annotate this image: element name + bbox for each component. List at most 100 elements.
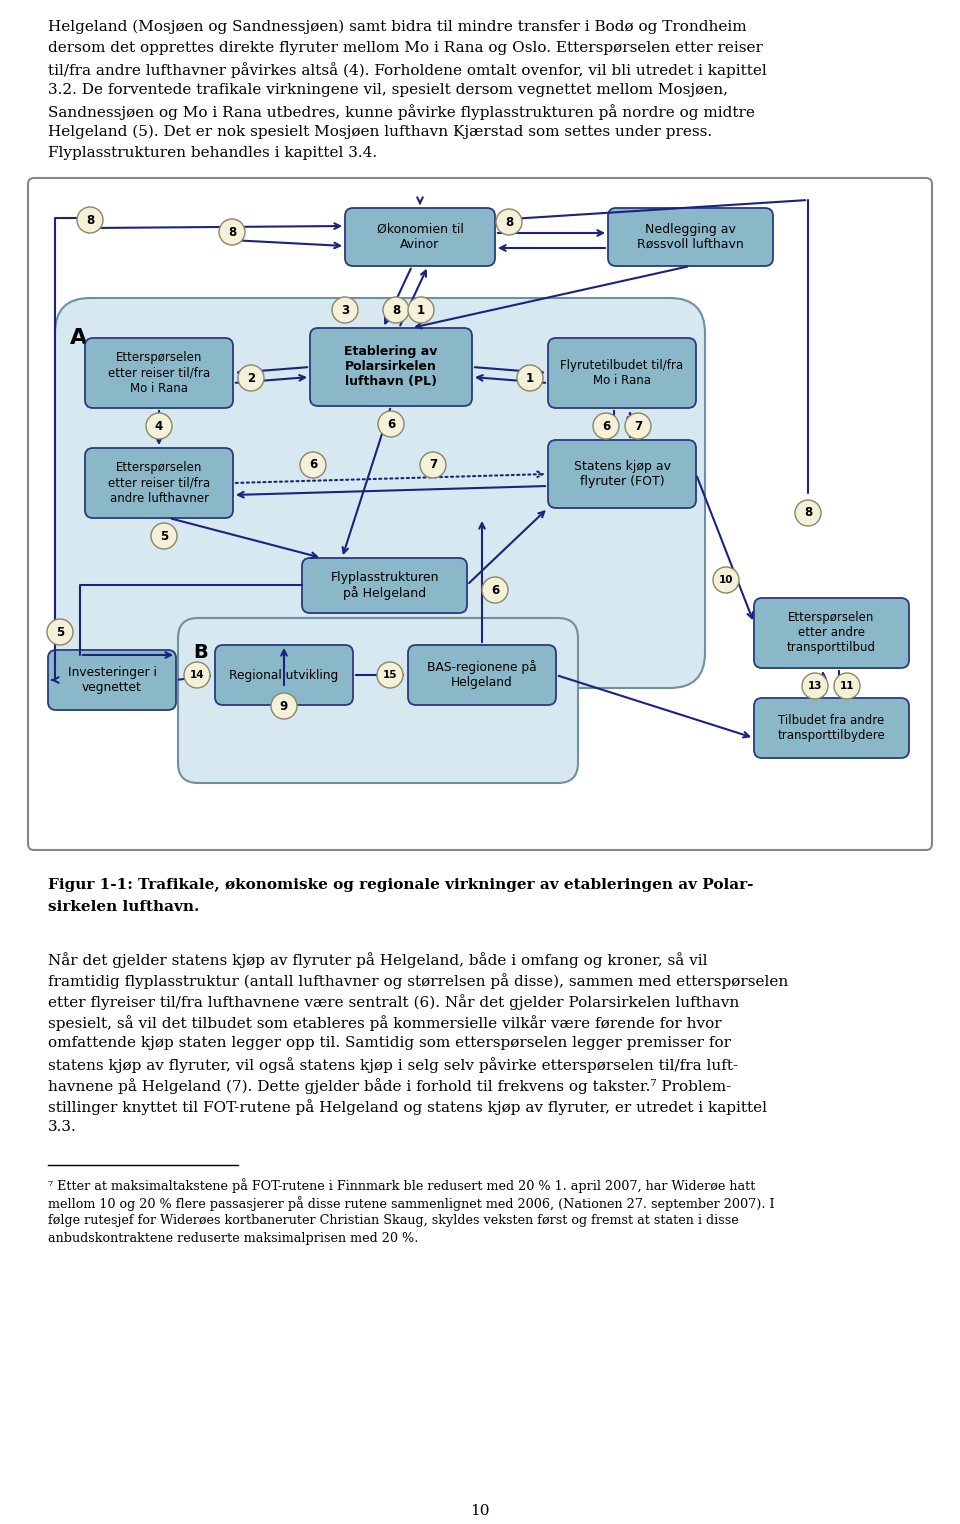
Circle shape bbox=[420, 453, 446, 479]
Text: BAS-regionene på
Helgeland: BAS-regionene på Helgeland bbox=[427, 660, 537, 689]
Text: 15: 15 bbox=[383, 671, 397, 680]
Text: Figur 1-1: Trafikale, økonomiske og regionale virkninger av etableringen av Pola: Figur 1-1: Trafikale, økonomiske og regi… bbox=[48, 878, 754, 892]
FancyBboxPatch shape bbox=[85, 338, 233, 408]
Text: 1: 1 bbox=[526, 372, 534, 384]
Text: framtidig flyplasstruktur (antall lufthavner og størrelsen på disse), sammen med: framtidig flyplasstruktur (antall luftha… bbox=[48, 972, 788, 989]
Text: 14: 14 bbox=[190, 671, 204, 680]
Text: Flyplasstrukturen behandles i kapittel 3.4.: Flyplasstrukturen behandles i kapittel 3… bbox=[48, 146, 377, 160]
Text: omfattende kjøp staten legger opp til. Samtidig som etterspørselen legger premis: omfattende kjøp staten legger opp til. S… bbox=[48, 1036, 731, 1050]
Text: stillinger knyttet til FOT-rutene på Helgeland og statens kjøp av flyruter, er u: stillinger knyttet til FOT-rutene på Hel… bbox=[48, 1099, 767, 1116]
FancyBboxPatch shape bbox=[548, 338, 696, 408]
Circle shape bbox=[77, 207, 103, 233]
Text: til/fra andre lufthavner påvirkes altså (4). Forholdene omtalt ovenfor, vil bli : til/fra andre lufthavner påvirkes altså … bbox=[48, 62, 767, 78]
Text: sirkelen lufthavn.: sirkelen lufthavn. bbox=[48, 901, 200, 914]
Circle shape bbox=[625, 413, 651, 439]
Text: 8: 8 bbox=[804, 506, 812, 520]
FancyBboxPatch shape bbox=[310, 328, 472, 405]
Text: følge rutesjef for Widerøes kortbaneruter Christian Skaug, skyldes veksten først: følge rutesjef for Widerøes kortbanerute… bbox=[48, 1215, 739, 1227]
Text: Flyplasstrukturen
på Helgeland: Flyplasstrukturen på Helgeland bbox=[330, 572, 439, 600]
Circle shape bbox=[802, 674, 828, 700]
Text: spesielt, så vil det tilbudet som etableres på kommersielle vilkår være førende : spesielt, så vil det tilbudet som etable… bbox=[48, 1015, 722, 1030]
FancyBboxPatch shape bbox=[408, 645, 556, 706]
Text: 10: 10 bbox=[470, 1504, 490, 1518]
Text: Investeringer i
vegnettet: Investeringer i vegnettet bbox=[67, 666, 156, 693]
Text: A: A bbox=[70, 328, 87, 347]
Circle shape bbox=[383, 297, 409, 323]
Circle shape bbox=[238, 366, 264, 392]
Text: ⁷ Etter at maksimaltakstene på FOT-rutene i Finnmark ble redusert med 20 % 1. ap: ⁷ Etter at maksimaltakstene på FOT-ruten… bbox=[48, 1178, 756, 1193]
Text: 8: 8 bbox=[85, 213, 94, 227]
Text: Når det gjelder statens kjøp av flyruter på Helgeland, både i omfang og kroner, : Når det gjelder statens kjøp av flyruter… bbox=[48, 952, 708, 968]
FancyBboxPatch shape bbox=[215, 645, 353, 706]
Text: B: B bbox=[193, 643, 207, 661]
Circle shape bbox=[332, 297, 358, 323]
Text: Flyrutetilbudet til/fra
Mo i Rana: Flyrutetilbudet til/fra Mo i Rana bbox=[561, 360, 684, 387]
Circle shape bbox=[496, 209, 522, 235]
Text: Helgeland (5). Det er nok spesielt Mosjøen lufthavn Kjærstad som settes under pr: Helgeland (5). Det er nok spesielt Mosjø… bbox=[48, 125, 712, 139]
Text: mellom 10 og 20 % flere passasjerer på disse rutene sammenlignet med 2006, (Nati: mellom 10 og 20 % flere passasjerer på d… bbox=[48, 1196, 775, 1212]
Circle shape bbox=[378, 411, 404, 437]
Circle shape bbox=[408, 297, 434, 323]
Circle shape bbox=[146, 413, 172, 439]
Text: anbudskontraktene reduserte maksimalprisen med 20 %.: anbudskontraktene reduserte maksimalpris… bbox=[48, 1231, 419, 1245]
Text: Nedlegging av
Røssvoll lufthavn: Nedlegging av Røssvoll lufthavn bbox=[637, 223, 744, 251]
Text: Helgeland (Mosjøen og Sandnessjøen) samt bidra til mindre transfer i Bodø og Tro: Helgeland (Mosjøen og Sandnessjøen) samt… bbox=[48, 20, 747, 35]
Text: Etterspørselen
etter reiser til/fra
andre lufthavner: Etterspørselen etter reiser til/fra andr… bbox=[108, 462, 210, 504]
Circle shape bbox=[151, 523, 177, 549]
FancyBboxPatch shape bbox=[85, 448, 233, 518]
Circle shape bbox=[219, 219, 245, 245]
Text: 8: 8 bbox=[505, 215, 514, 229]
Text: 4: 4 bbox=[155, 419, 163, 433]
Text: havnene på Helgeland (7). Dette gjelder både i forhold til frekvens og takster.⁷: havnene på Helgeland (7). Dette gjelder … bbox=[48, 1077, 732, 1094]
Text: 10: 10 bbox=[719, 575, 733, 585]
FancyBboxPatch shape bbox=[548, 440, 696, 507]
Text: Etablering av
Polarsirkelen
lufthavn (PL): Etablering av Polarsirkelen lufthavn (PL… bbox=[345, 346, 438, 389]
Circle shape bbox=[47, 619, 73, 645]
FancyBboxPatch shape bbox=[55, 299, 705, 687]
FancyBboxPatch shape bbox=[754, 597, 909, 668]
Text: 6: 6 bbox=[387, 418, 396, 430]
Text: 6: 6 bbox=[309, 459, 317, 471]
Text: 3.3.: 3.3. bbox=[48, 1120, 77, 1134]
Text: Statens kjøp av
flyruter (FOT): Statens kjøp av flyruter (FOT) bbox=[573, 460, 670, 488]
Circle shape bbox=[184, 661, 210, 687]
FancyBboxPatch shape bbox=[608, 207, 773, 267]
Text: 5: 5 bbox=[160, 529, 168, 543]
Text: 11: 11 bbox=[840, 681, 854, 690]
Text: 7: 7 bbox=[634, 419, 642, 433]
Text: statens kjøp av flyruter, vil også statens kjøp i selg selv påvirke etterspørsel: statens kjøp av flyruter, vil også state… bbox=[48, 1058, 738, 1073]
Text: 2: 2 bbox=[247, 372, 255, 384]
Text: 3.2. De forventede trafikale virkningene vil, spesielt dersom vegnettet mellom M: 3.2. De forventede trafikale virkningene… bbox=[48, 82, 728, 98]
FancyBboxPatch shape bbox=[178, 619, 578, 783]
Circle shape bbox=[482, 578, 508, 604]
Circle shape bbox=[377, 661, 403, 687]
Text: 13: 13 bbox=[807, 681, 823, 690]
Text: 8: 8 bbox=[228, 226, 236, 238]
Circle shape bbox=[593, 413, 619, 439]
Text: 9: 9 bbox=[280, 700, 288, 713]
Circle shape bbox=[713, 567, 739, 593]
Text: 8: 8 bbox=[392, 303, 400, 317]
Text: Etterspørselen
etter reiser til/fra
Mo i Rana: Etterspørselen etter reiser til/fra Mo i… bbox=[108, 352, 210, 395]
FancyBboxPatch shape bbox=[345, 207, 495, 267]
FancyBboxPatch shape bbox=[302, 558, 467, 613]
Text: Tilbudet fra andre
transporttilbydere: Tilbudet fra andre transporttilbydere bbox=[778, 715, 885, 742]
Text: etter flyreiser til/fra lufthavnene være sentralt (6). Når det gjelder Polarsirk: etter flyreiser til/fra lufthavnene være… bbox=[48, 994, 739, 1010]
Text: 7: 7 bbox=[429, 459, 437, 471]
Circle shape bbox=[300, 453, 326, 479]
FancyBboxPatch shape bbox=[754, 698, 909, 757]
Circle shape bbox=[834, 674, 860, 700]
Text: dersom det opprettes direkte flyruter mellom Mo i Rana og Oslo. Etterspørselen e: dersom det opprettes direkte flyruter me… bbox=[48, 41, 763, 55]
Text: 3: 3 bbox=[341, 303, 349, 317]
Circle shape bbox=[795, 500, 821, 526]
Text: 6: 6 bbox=[491, 584, 499, 596]
Text: 6: 6 bbox=[602, 419, 611, 433]
FancyBboxPatch shape bbox=[48, 651, 176, 710]
Text: 1: 1 bbox=[417, 303, 425, 317]
Text: Økonomien til
Avinor: Økonomien til Avinor bbox=[376, 223, 464, 251]
Text: Etterspørselen
etter andre
transporttilbud: Etterspørselen etter andre transporttilb… bbox=[787, 611, 876, 654]
Circle shape bbox=[517, 366, 543, 392]
FancyBboxPatch shape bbox=[28, 178, 932, 850]
Text: Sandnessjøen og Mo i Rana utbedres, kunne påvirke flyplasstrukturen på nordre og: Sandnessjøen og Mo i Rana utbedres, kunn… bbox=[48, 104, 755, 120]
Circle shape bbox=[271, 693, 297, 719]
